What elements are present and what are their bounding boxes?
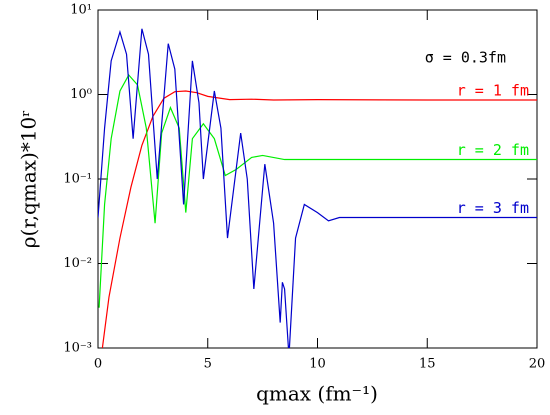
y-tick-label: 10⁻¹ [63,172,92,187]
series-label: r = 1 fm [457,82,529,100]
x-tick-label: 0 [94,357,102,372]
y-axis-label: ρ(r,qmax)*10ʳ [17,110,41,248]
line-series [98,28,537,348]
y-tick-label: 10⁰ [70,87,92,102]
x-tick-label: 5 [204,357,212,372]
x-tick-label: 15 [419,357,436,372]
x-axis-label: qmax (fm⁻¹) [256,382,378,406]
series-label: r = 2 fm [457,141,529,159]
series-label: r = 3 fm [457,199,529,217]
line-series [98,73,537,308]
annotation: σ = 0.3fm [425,49,506,67]
y-tick-label: 10⁻³ [63,341,92,356]
y-tick-label: 10¹ [70,3,92,18]
y-tick-label: 10⁻² [63,256,92,271]
x-tick-label: 10 [309,357,326,372]
x-tick-label: 20 [529,357,546,372]
line-series [101,90,537,348]
